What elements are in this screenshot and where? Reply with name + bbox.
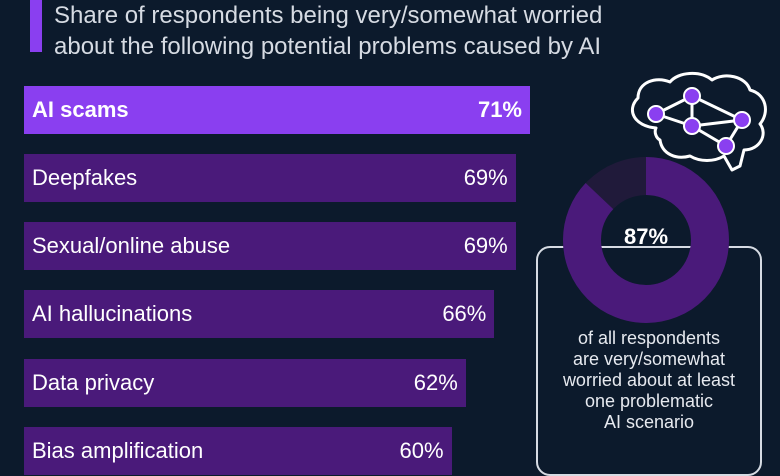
bar-value-label: 69% — [463, 233, 508, 258]
donut-value-arc — [563, 157, 729, 323]
callout-line: of all respondents — [577, 328, 721, 348]
bar-chart: AI scams 71% Deepfakes 69% Sexual/online abu… — [24, 0, 544, 475]
callout-line: worried about at least — [562, 370, 736, 390]
callout-line: one problematic — [584, 391, 714, 411]
bar-value-label: 66% — [442, 301, 487, 326]
subtitle-line-2: about the following potential problems c… — [54, 33, 602, 60]
accent-bar — [30, 0, 42, 52]
bar-category-label: Data privacy — [32, 370, 155, 395]
bar-category-label: AI scams — [32, 97, 129, 122]
donut-value: 87% — [623, 224, 669, 249]
callout-line: AI scenario — [603, 412, 695, 432]
bar-category-label: Deepfakes — [32, 165, 138, 190]
bar-deepfakes: Deepfakes 69% — [24, 154, 516, 202]
chart-subtitle: Share of respondents being very/somewhat… — [54, 0, 602, 62]
subtitle-line-1: Share of respondents being very/somewhat… — [54, 2, 603, 29]
bar-bias-amplification: Bias amplification 60% — [24, 427, 452, 475]
bar-value-label: 62% — [413, 370, 458, 395]
bar-category-label: AI hallucinations — [32, 301, 193, 326]
bar-value-label: 60% — [399, 438, 444, 463]
bar-data-privacy: Data privacy 62% — [24, 359, 466, 407]
bar-ai-scams: AI scams 71% — [24, 86, 530, 134]
callout-line: are very/somewhat — [572, 349, 726, 369]
bar-value-label: 71% — [477, 97, 522, 122]
donut-chart — [563, 157, 729, 323]
brain-network-icon — [631, 72, 767, 172]
bar-ai-hallucinations: AI hallucinations 66% — [24, 290, 495, 338]
bar-sexual-online-abuse: Sexual/online abuse 69% — [24, 222, 516, 270]
bar-category-label: Sexual/online abuse — [32, 233, 231, 258]
bar-category-label: Bias amplification — [32, 438, 204, 463]
callout-text: of all respondents are very/somewhat worri… — [536, 328, 762, 433]
bar-value-label: 69% — [463, 165, 508, 190]
